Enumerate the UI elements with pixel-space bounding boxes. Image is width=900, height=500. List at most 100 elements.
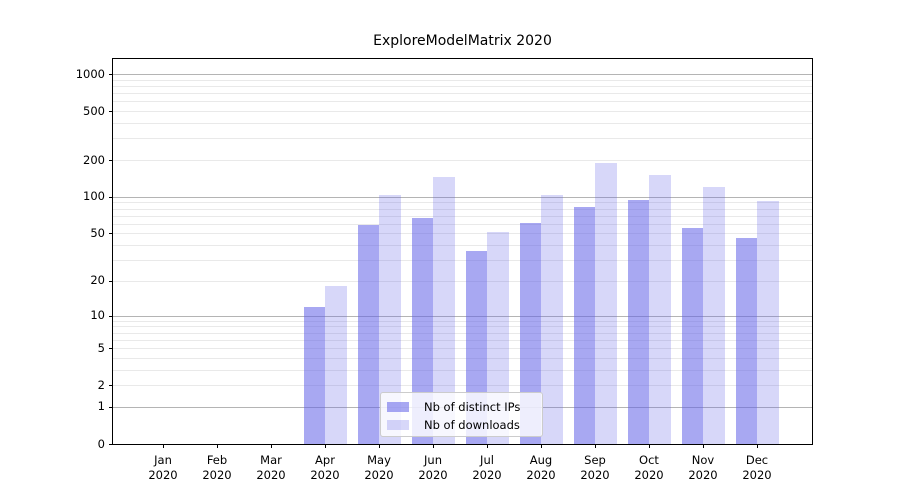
gridline-minor	[113, 369, 812, 371]
gridline-minor	[113, 245, 812, 247]
gridline-minor	[113, 280, 812, 282]
y-tick	[109, 406, 113, 408]
bar-dec-ips	[735, 237, 757, 444]
y-tick	[109, 196, 113, 198]
gridline-minor	[113, 111, 812, 112]
gridline-minor	[113, 326, 812, 328]
legend-swatch-distinct-ips	[387, 402, 409, 412]
x-tick-year: 2020	[148, 467, 178, 482]
x-tick-month: Feb	[206, 453, 228, 467]
gridline-minor	[113, 160, 812, 161]
bar-jun-downloads	[433, 177, 455, 444]
bar-sep-ips	[573, 207, 595, 444]
gridline-minor	[113, 208, 812, 210]
x-tick-month: Sep	[584, 453, 606, 467]
x-tick-month: Dec	[745, 453, 769, 467]
legend-entry: Nb of downloads	[387, 416, 534, 434]
y-tick	[109, 111, 113, 112]
x-tick-year: 2020	[526, 467, 556, 482]
gridline-major	[113, 74, 812, 75]
gridline-minor	[113, 101, 812, 103]
y-tick-label: 10	[90, 308, 105, 323]
x-tick-year: 2020	[634, 467, 664, 482]
x-tick-label: Aug 2020	[514, 453, 568, 482]
bar-aug-ips	[519, 223, 541, 444]
x-tick	[540, 444, 542, 448]
gridline-minor	[113, 223, 812, 225]
bar-oct-ips	[627, 199, 649, 444]
x-tick-year: 2020	[364, 467, 394, 482]
x-tick-label: Mar 2020	[244, 453, 298, 482]
gridline-minor	[113, 339, 812, 341]
gridline-minor	[113, 385, 812, 387]
x-tick	[648, 444, 650, 448]
y-tick-label: 500	[83, 103, 105, 118]
gridline-minor	[113, 348, 812, 349]
x-tick	[270, 444, 272, 448]
gridline-minor	[113, 85, 812, 87]
x-tick-label: Jan 2020	[136, 453, 190, 482]
y-tick	[109, 280, 113, 282]
chart-title: ExploreModelMatrix 2020	[373, 33, 552, 49]
legend-label: Nb of downloads	[424, 418, 520, 432]
x-tick-year: 2020	[742, 467, 772, 482]
x-tick-year: 2020	[202, 467, 232, 482]
x-tick	[324, 444, 326, 448]
bar-nov-downloads	[703, 187, 725, 444]
bar-jul-downloads	[487, 232, 509, 444]
x-tick-month: Mar	[260, 453, 282, 467]
y-tick-label: 50	[90, 225, 105, 240]
y-tick	[109, 233, 113, 235]
y-tick	[109, 444, 113, 445]
x-tick-month: Apr	[315, 453, 335, 467]
x-tick-year: 2020	[472, 467, 502, 482]
x-tick-label: Nov 2020	[676, 453, 730, 482]
x-tick-month: Jul	[480, 453, 494, 467]
x-tick-year: 2020	[688, 467, 718, 482]
x-tick	[162, 444, 164, 448]
y-tick-label: 0	[97, 436, 105, 451]
x-tick	[486, 444, 488, 448]
gridline-major	[113, 196, 812, 198]
bar-apr-downloads	[325, 286, 347, 444]
gridline-minor	[113, 138, 812, 140]
legend-swatch-downloads	[387, 420, 409, 430]
x-tick-year: 2020	[310, 467, 340, 482]
bar-may-ips	[357, 224, 379, 444]
x-tick	[594, 444, 596, 448]
y-tick-label: 20	[90, 273, 105, 288]
y-tick	[109, 315, 113, 317]
bar-dec-downloads	[757, 201, 779, 444]
bar-jun-ips	[411, 218, 433, 444]
gridline-minor	[113, 320, 812, 322]
x-tick-month: Jun	[424, 453, 442, 467]
gridline-minor	[113, 215, 812, 217]
x-tick-month: May	[367, 453, 391, 467]
y-tick-label: 2	[97, 377, 105, 392]
x-tick-label: Oct 2020	[622, 453, 676, 482]
y-tick-label: 1	[97, 399, 105, 414]
x-tick-month: Oct	[639, 453, 659, 467]
gridline-minor	[113, 260, 812, 262]
y-tick-label: 200	[83, 152, 105, 167]
plot-area	[109, 58, 813, 448]
x-tick	[378, 444, 380, 448]
y-tick	[109, 160, 113, 161]
gridline-minor	[113, 332, 812, 334]
gridline-minor	[113, 79, 812, 81]
gridline-major	[113, 315, 812, 317]
y-tick-label: 5	[97, 340, 105, 355]
gridline-minor	[113, 357, 812, 359]
x-tick-month: Nov	[691, 453, 715, 467]
y-tick-label: 100	[83, 189, 105, 204]
bar-aug-downloads	[541, 195, 563, 444]
x-tick	[216, 444, 218, 448]
gridline-minor	[113, 233, 812, 235]
gridline-minor	[113, 202, 812, 204]
x-tick-label: Apr 2020	[298, 453, 352, 482]
bar-nov-ips	[681, 227, 703, 444]
y-tick	[109, 385, 113, 387]
x-tick-year: 2020	[580, 467, 610, 482]
bar-apr-ips	[303, 306, 325, 444]
x-tick-year: 2020	[418, 467, 448, 482]
